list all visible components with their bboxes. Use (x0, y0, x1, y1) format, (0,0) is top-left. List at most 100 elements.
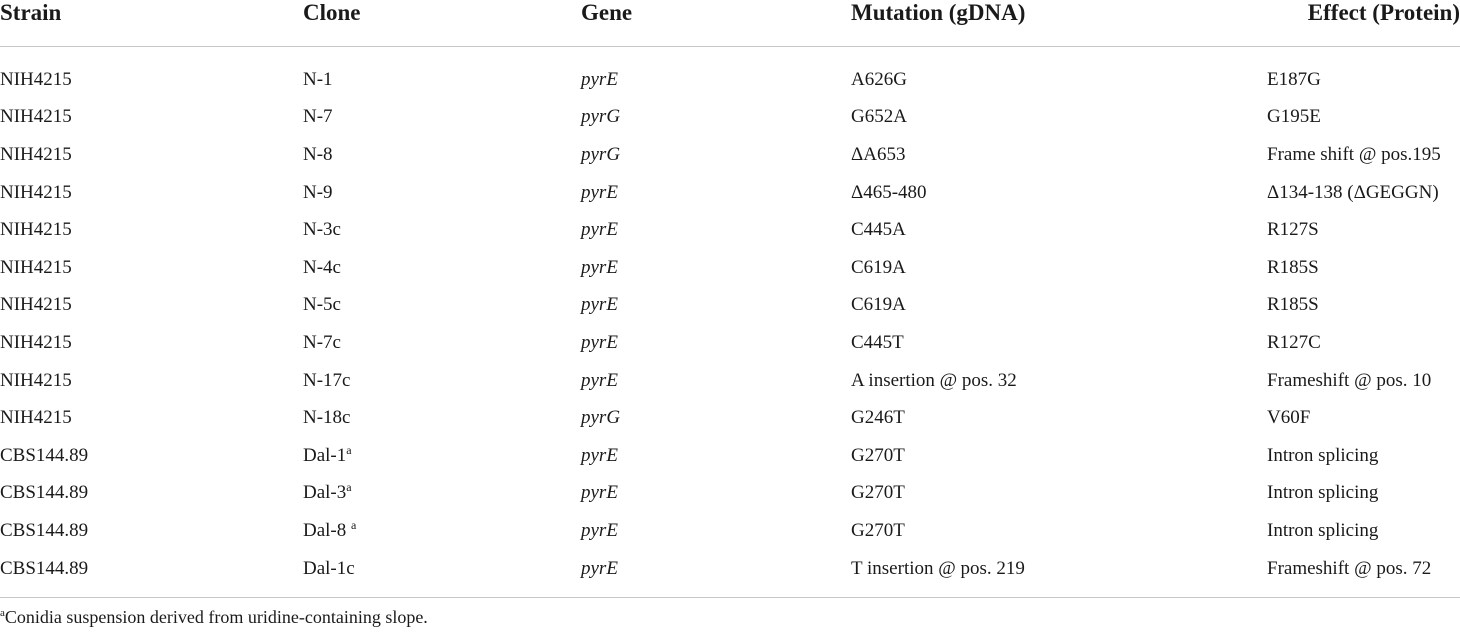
cell-mutation-text: A insertion @ pos. 32 (851, 369, 1017, 391)
cell-strain: NIH4215 (0, 99, 303, 137)
cell-clone: N-8 (303, 136, 581, 174)
clone-footnote-marker: a (351, 517, 357, 532)
cell-effect-text: Intron splicing (1267, 444, 1379, 466)
cell-effect-text: R127S (1267, 219, 1319, 241)
cell-clone: N-18c (303, 399, 581, 437)
table-row: NIH4215 N-9 pyrE Δ465-480 Δ134-138 (ΔGEGGN) (0, 174, 1460, 212)
cell-effect-text: R127C (1267, 331, 1321, 353)
cell-mutation: G246T (851, 399, 1267, 437)
cell-effect: Intron splicing (1267, 475, 1460, 513)
table-row: NIH4215 N-7c pyrE C445T R127C (0, 324, 1460, 362)
cell-mutation: C619A (851, 249, 1267, 287)
cell-effect-text: G195E (1267, 106, 1321, 128)
cell-effect: E187G (1267, 47, 1460, 99)
cell-effect: R185S (1267, 249, 1460, 287)
cell-clone-text: N-8 (303, 143, 333, 165)
cell-strain-text: NIH4215 (0, 219, 72, 241)
cell-mutation: C619A (851, 287, 1267, 325)
cell-mutation: C445T (851, 324, 1267, 362)
cell-gene-text: pyrG (581, 106, 621, 128)
cell-clone: N-3c (303, 211, 581, 249)
cell-strain-text: NIH4215 (0, 181, 72, 203)
table-row: CBS144.89 Dal-1c pyrE T insertion @ pos. 21… (0, 550, 1460, 598)
cell-effect: Intron splicing (1267, 437, 1460, 475)
cell-mutation: T insertion @ pos. 219 (851, 550, 1267, 598)
cell-clone: Dal-1a (303, 437, 581, 475)
cell-strain: NIH4215 (0, 47, 303, 99)
cell-effect-text: V60F (1267, 407, 1311, 429)
cell-gene: pyrE (581, 324, 851, 362)
cell-clone: N-4c (303, 249, 581, 287)
cell-strain: CBS144.89 (0, 437, 303, 475)
cell-gene: pyrE (581, 47, 851, 99)
cell-effect: Intron splicing (1267, 512, 1460, 550)
cell-clone: Dal-8 a (303, 512, 581, 550)
cell-gene: pyrE (581, 174, 851, 212)
table-header: Strain Clone Gene Mutation (gDNA) Effect… (0, 0, 1460, 47)
cell-clone-text: N-17c (303, 369, 351, 391)
cell-clone: N-1 (303, 47, 581, 99)
cell-strain: NIH4215 (0, 399, 303, 437)
cell-gene: pyrE (581, 512, 851, 550)
cell-mutation-text: G246T (851, 407, 905, 429)
cell-strain-text: NIH4215 (0, 256, 72, 278)
table-row: NIH4215 N-8 pyrG ΔA653 Frame shift @ pos.195 (0, 136, 1460, 174)
cell-mutation: G652A (851, 99, 1267, 137)
table-row: NIH4215 N-7 pyrG G652A G195E (0, 99, 1460, 137)
table-body: NIH4215 N-1 pyrE A626G E187G NIH4215 N-7 pyrG G6… (0, 47, 1460, 598)
cell-clone-text: N-7 (303, 106, 333, 128)
cell-gene: pyrE (581, 475, 851, 513)
cell-clone: N-9 (303, 174, 581, 212)
cell-mutation-text: G270T (851, 519, 905, 541)
cell-strain-text: NIH4215 (0, 143, 72, 165)
cell-gene-text: pyrG (581, 143, 621, 165)
cell-mutation: G270T (851, 437, 1267, 475)
cell-strain: NIH4215 (0, 362, 303, 400)
cell-gene: pyrE (581, 287, 851, 325)
cell-strain-text: NIH4215 (0, 294, 72, 316)
cell-clone: N-17c (303, 362, 581, 400)
cell-gene-text: pyrE (581, 256, 618, 278)
cell-strain-text: NIH4215 (0, 68, 72, 90)
table-row: NIH4215 N-18c pyrG G246T V60F (0, 399, 1460, 437)
table-row: NIH4215 N-17c pyrE A insertion @ pos. 32 Fra… (0, 362, 1460, 400)
cell-mutation: G270T (851, 475, 1267, 513)
cell-effect: Frameshift @ pos. 72 (1267, 550, 1460, 598)
cell-gene-text: pyrE (581, 294, 618, 316)
table-row: NIH4215 N-4c pyrE C619A R185S (0, 249, 1460, 287)
header-mutation: Mutation (gDNA) (851, 0, 1026, 25)
cell-strain: NIH4215 (0, 136, 303, 174)
cell-mutation: A626G (851, 47, 1267, 99)
cell-clone-text: N-18c (303, 407, 351, 429)
cell-mutation-text: G270T (851, 482, 905, 504)
cell-strain: NIH4215 (0, 287, 303, 325)
cell-mutation: G270T (851, 512, 1267, 550)
cell-mutation-text: C445T (851, 331, 904, 353)
cell-gene-text: pyrE (581, 519, 618, 541)
cell-strain: NIH4215 (0, 211, 303, 249)
cell-mutation-text: T insertion @ pos. 219 (851, 557, 1025, 579)
header-row: Strain Clone Gene Mutation (gDNA) Effect… (0, 0, 1460, 47)
cell-mutation: A insertion @ pos. 32 (851, 362, 1267, 400)
cell-strain-text: CBS144.89 (0, 557, 89, 579)
cell-effect-text: E187G (1267, 68, 1321, 90)
header-strain: Strain (0, 0, 62, 25)
table-row: NIH4215 N-5c pyrE C619A R185S (0, 287, 1460, 325)
cell-strain-text: NIH4215 (0, 369, 72, 391)
cell-gene: pyrE (581, 211, 851, 249)
cell-mutation: ΔA653 (851, 136, 1267, 174)
cell-clone: N-5c (303, 287, 581, 325)
cell-gene-text: pyrE (581, 219, 618, 241)
cell-clone-text: Dal-1 (303, 444, 347, 466)
cell-strain: NIH4215 (0, 324, 303, 362)
table-row: CBS144.89 Dal-3a pyrE G270T Intron splicing (0, 475, 1460, 513)
cell-clone-text: Dal-1c (303, 557, 355, 579)
cell-effect-text: Frameshift @ pos. 72 (1267, 557, 1432, 579)
cell-strain: NIH4215 (0, 249, 303, 287)
cell-gene: pyrE (581, 362, 851, 400)
cell-effect-text: R185S (1267, 294, 1319, 316)
cell-effect: R185S (1267, 287, 1460, 325)
cell-gene-text: pyrE (581, 68, 618, 90)
cell-gene: pyrG (581, 99, 851, 137)
footnote-marker: a (0, 607, 5, 619)
